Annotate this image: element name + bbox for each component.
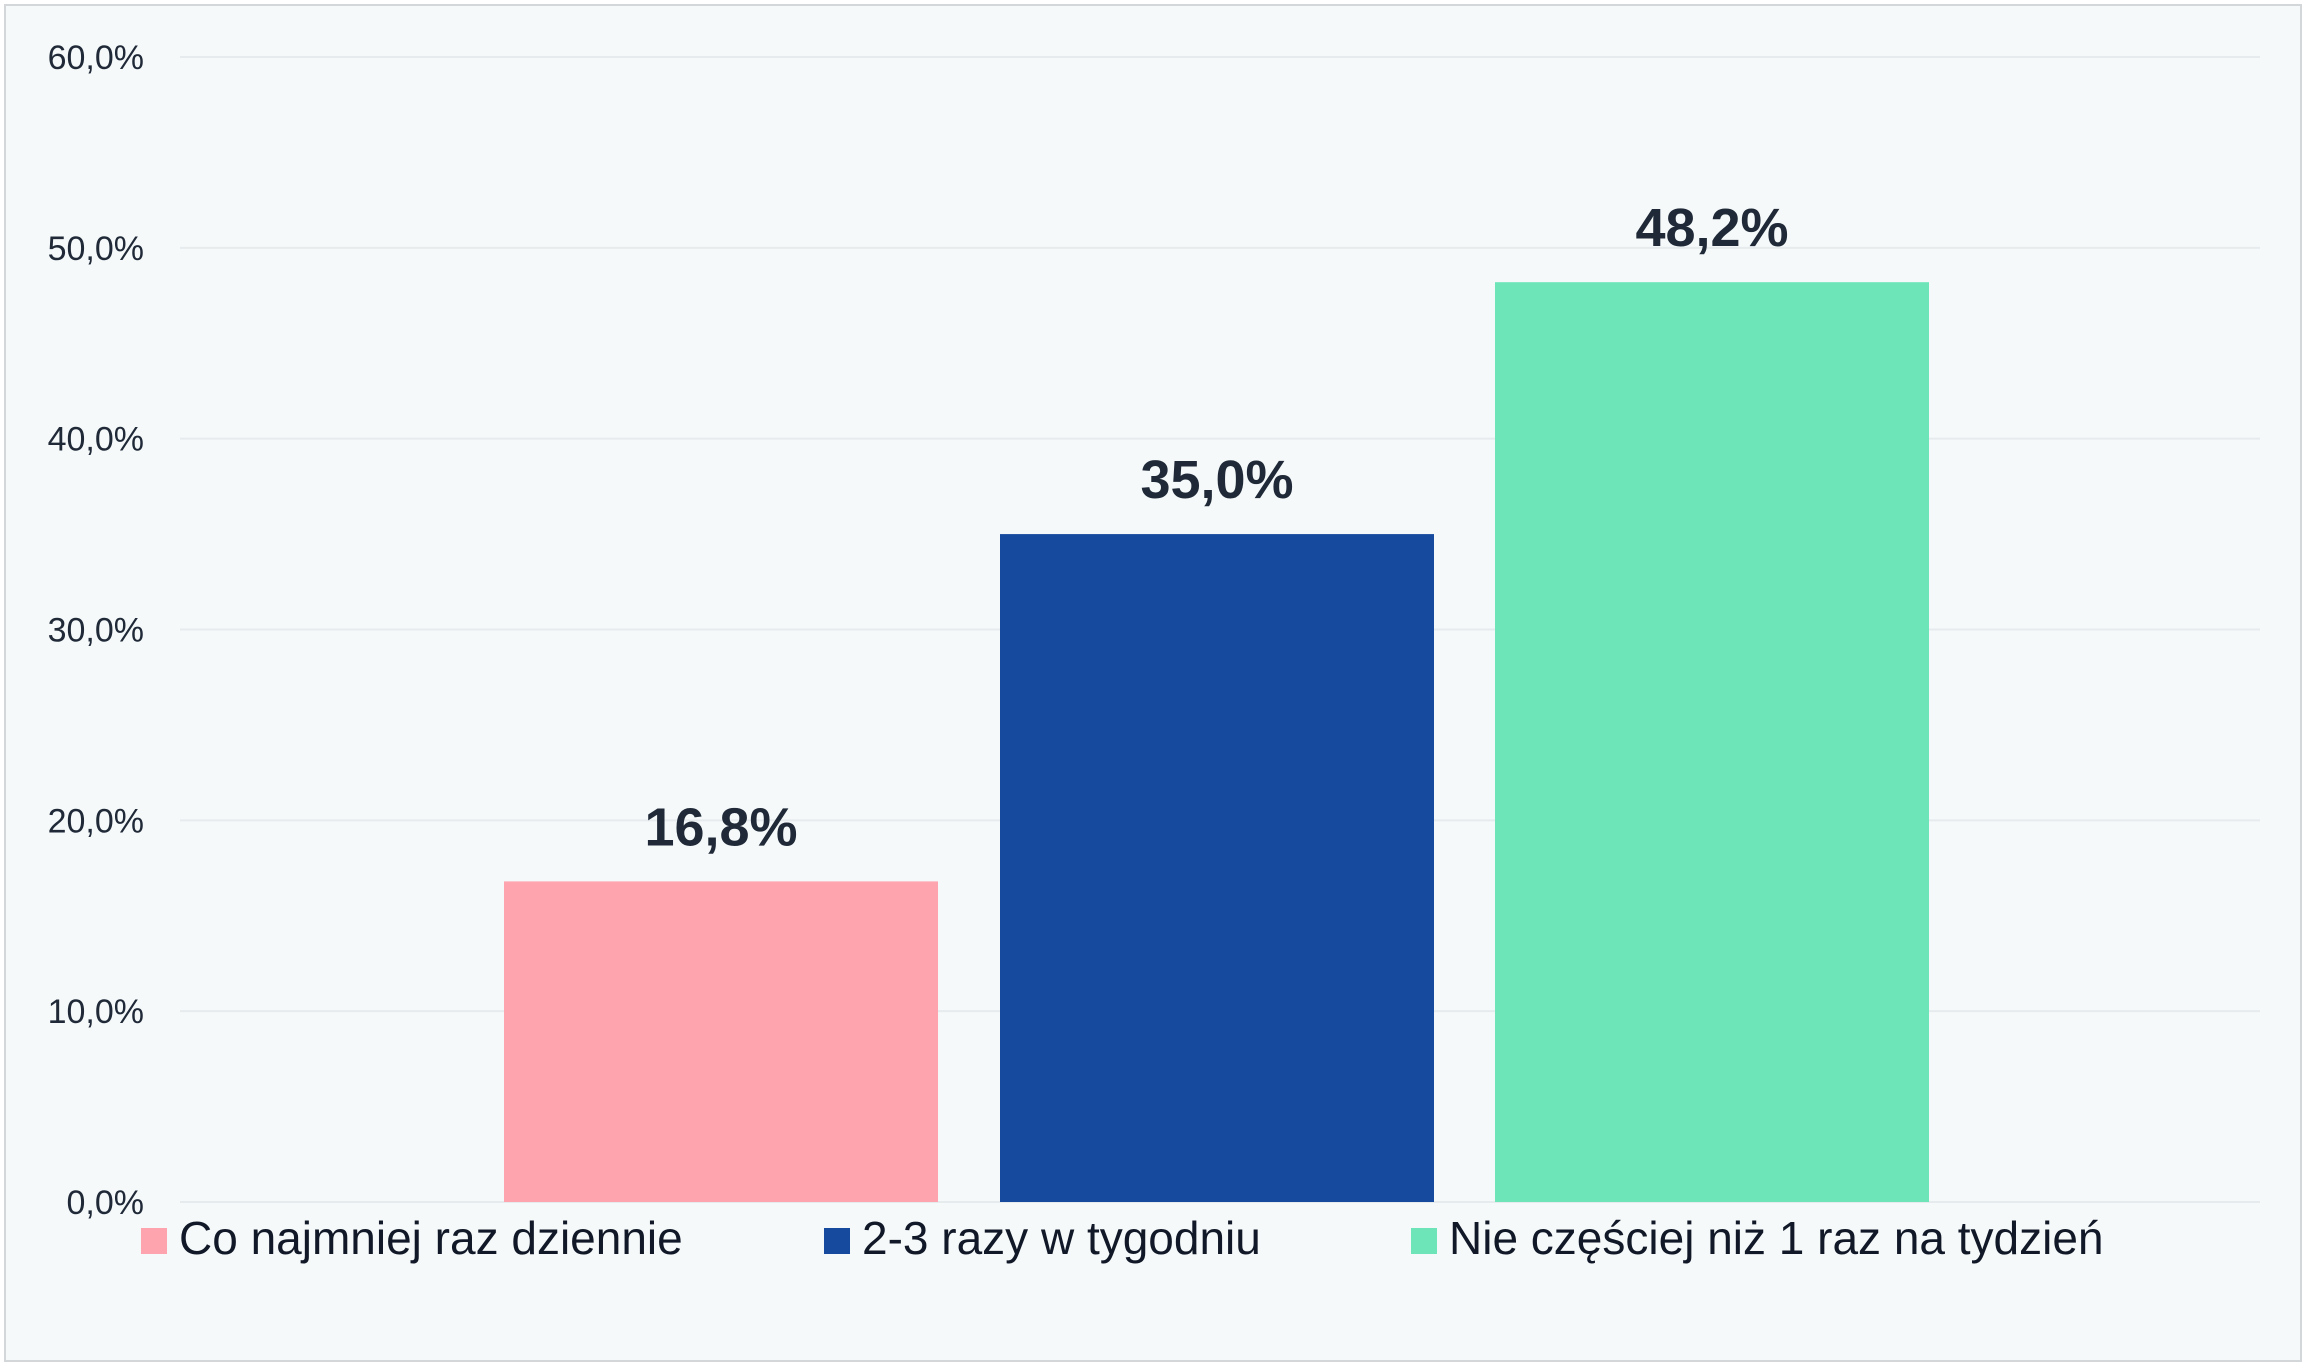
legend: Co najmniej raz dziennie 2-3 razy w tygod… (141, 1212, 2104, 1264)
legend-item: Co najmniej raz dziennie (141, 1212, 683, 1264)
data-label: 16,8% (644, 797, 797, 857)
y-tick-label: 30,0% (48, 612, 144, 650)
legend-label: Co najmniej raz dziennie (179, 1212, 683, 1264)
bar (1495, 282, 1929, 1202)
y-tick-label: 40,0% (48, 421, 144, 459)
y-tick-label: 0,0% (67, 1184, 145, 1222)
data-label: 48,2% (1635, 198, 1788, 258)
chart-frame: 0,0% 10,0% 20,0% 30,0% 40,0% 50,0% 60,0% 16,8%… (4, 4, 2302, 1362)
bar-chart: 0,0% 10,0% 20,0% 30,0% 40,0% 50,0% 60,0% 16,8%… (48, 39, 2260, 1264)
legend-label: Nie częściej niż 1 raz na tydzień (1449, 1212, 2104, 1264)
data-labels: 16,8% 35,0% 48,2% (644, 198, 1788, 857)
legend-swatch (1411, 1228, 1437, 1254)
y-tick-label: 50,0% (48, 230, 144, 268)
legend-swatch (141, 1228, 167, 1254)
legend-item: 2-3 razy w tygodniu (824, 1212, 1261, 1264)
legend-item: Nie częściej niż 1 raz na tydzień (1411, 1212, 2104, 1264)
y-tick-label: 10,0% (48, 993, 144, 1031)
data-label: 35,0% (1140, 450, 1293, 510)
bar (1000, 534, 1434, 1202)
legend-label: 2-3 razy w tygodniu (862, 1212, 1261, 1264)
legend-swatch (824, 1228, 850, 1254)
bar (504, 881, 938, 1202)
y-tick-label: 20,0% (48, 802, 144, 840)
bars (504, 282, 1929, 1202)
y-tick-label: 60,0% (48, 39, 144, 77)
y-axis-ticks: 0,0% 10,0% 20,0% 30,0% 40,0% 50,0% 60,0% (48, 39, 144, 1222)
